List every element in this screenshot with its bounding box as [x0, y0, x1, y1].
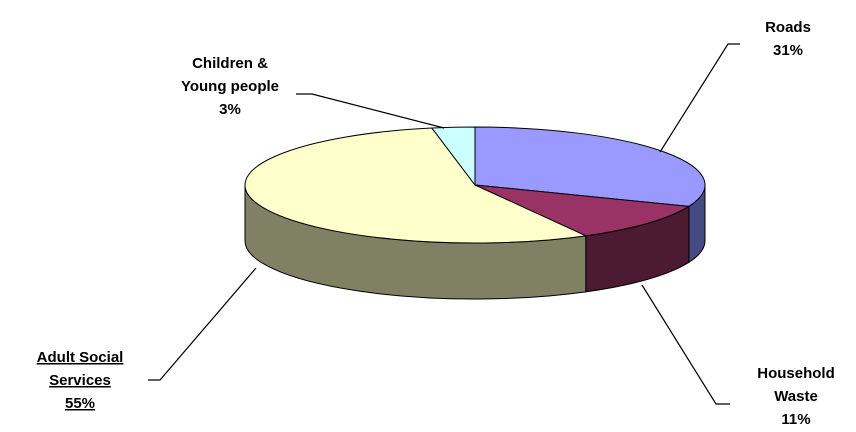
pie-slice-1: [474, 184, 691, 237]
data-label-0: Roads 31%: [765, 19, 811, 59]
pie-slice-2: [244, 127, 588, 244]
pie-slice-0: [474, 126, 706, 207]
data-label-line: Young people: [181, 78, 279, 95]
pie-slice-3: [430, 126, 476, 187]
data-label-1: Household Waste 11%: [757, 365, 835, 428]
data-label-line: Children &: [192, 55, 268, 72]
data-label-line: 55%: [65, 395, 95, 412]
data-labels: Roads 31% Household Waste 11% Adult Social Ser…: [37, 19, 835, 428]
leader-line-1: [641, 284, 730, 405]
data-label-line: Roads: [765, 19, 811, 36]
data-label-line: Household: [757, 365, 835, 382]
data-label-line: Services: [49, 372, 111, 389]
leader-line-2: [148, 267, 257, 381]
data-label-2: Adult Social Services 55%: [37, 349, 124, 412]
leader-line-3: [296, 93, 445, 129]
data-label-line: 11%: [781, 411, 810, 428]
data-label-line: 31%: [773, 42, 803, 59]
data-label-line: Adult Social: [37, 349, 124, 366]
pie-slices: [244, 126, 706, 244]
data-label-line: Waste: [774, 388, 818, 405]
data-label-3: Children & Young people 3%: [181, 55, 279, 118]
leader-line-0: [659, 43, 740, 153]
data-label-line: 3%: [219, 101, 241, 118]
leader-lines: [148, 43, 740, 405]
